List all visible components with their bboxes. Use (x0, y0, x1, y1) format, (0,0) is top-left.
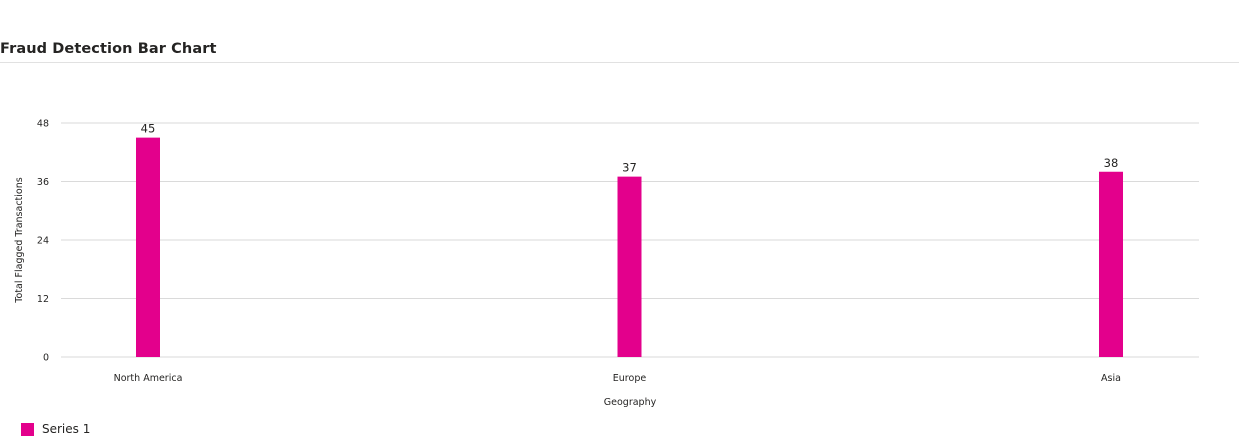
x-tick-label: Europe (613, 373, 647, 384)
x-axis-title: Geography (604, 397, 657, 408)
data-labels: 45 37 38 (141, 122, 1119, 175)
y-tick-label: 24 (37, 236, 49, 247)
bar-europe[interactable] (617, 176, 642, 357)
x-tick-label: Asia (1101, 373, 1121, 384)
data-label: 45 (141, 122, 156, 136)
y-axis-ticks: 0 12 24 36 48 (37, 119, 49, 364)
data-label: 38 (1104, 156, 1119, 170)
title-divider (0, 62, 1239, 63)
data-label: 37 (622, 161, 637, 175)
y-tick-label: 12 (37, 294, 49, 305)
legend-label-series-1: Series 1 (42, 422, 91, 436)
y-tick-label: 36 (37, 177, 49, 188)
bar-asia[interactable] (1099, 171, 1123, 357)
bar-north-america[interactable] (136, 137, 160, 357)
y-axis-title: Total Flagged Transactions (14, 177, 25, 303)
x-tick-label: North America (114, 373, 183, 384)
legend-swatch-series-1 (21, 422, 34, 436)
y-tick-label: 0 (43, 353, 49, 364)
legend[interactable]: Series 1 (21, 421, 90, 437)
bars (136, 137, 1123, 357)
page-title: Fraud Detection Bar Chart (0, 41, 217, 57)
x-axis-ticks: North America Europe Asia (114, 373, 1121, 384)
y-tick-label: 48 (37, 119, 49, 130)
